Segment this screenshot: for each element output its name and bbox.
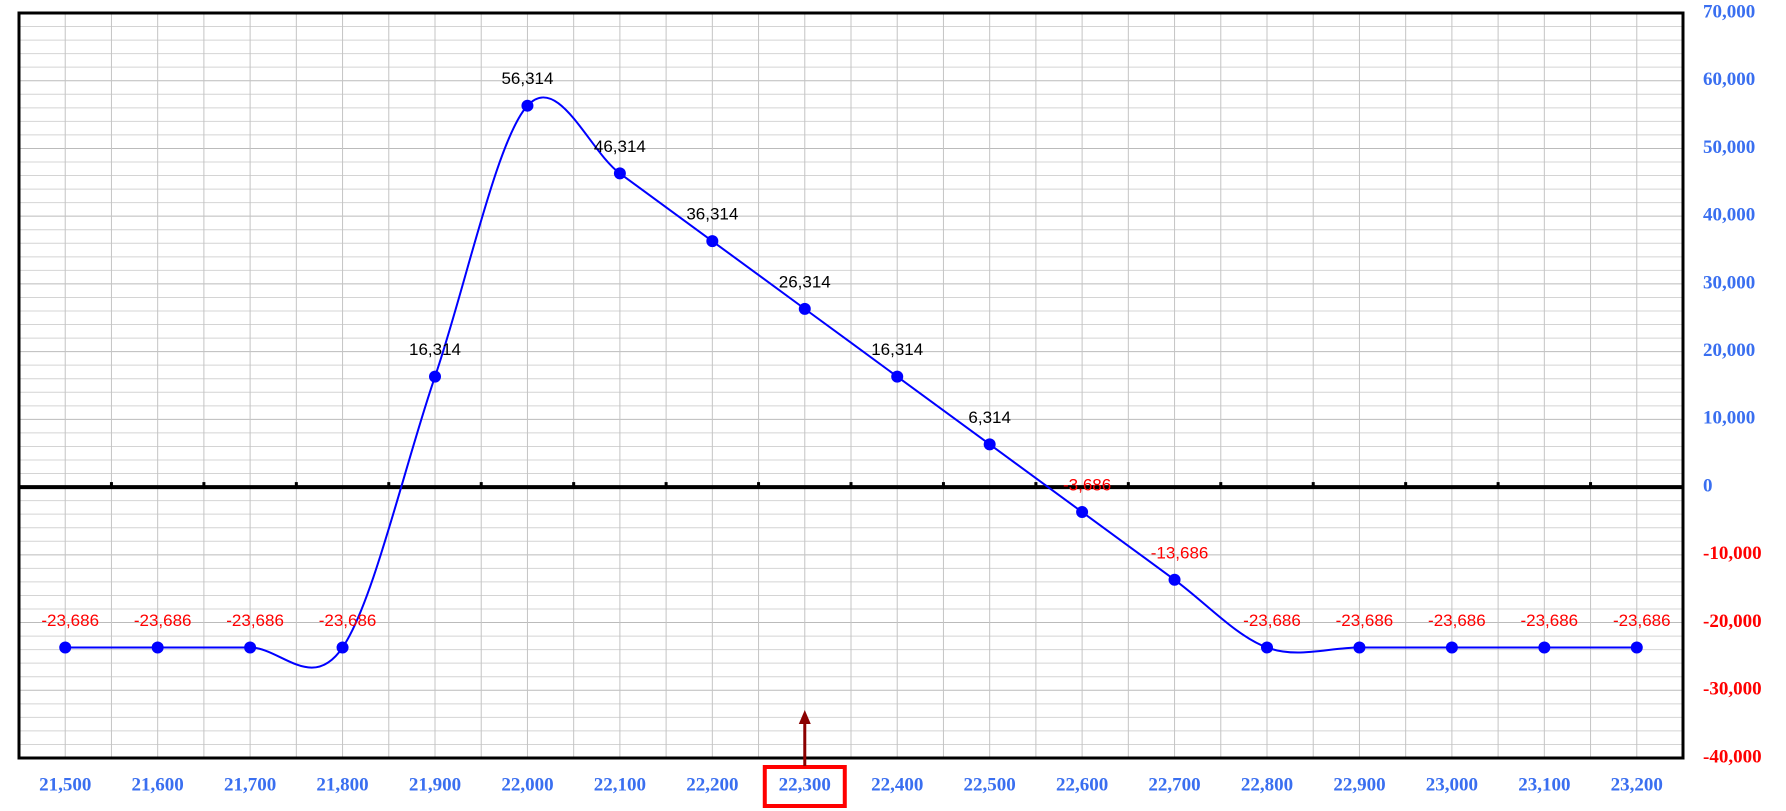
data-label: 46,314 — [594, 137, 646, 156]
x-tick-label: 21,600 — [132, 774, 184, 795]
data-label: -23,686 — [1336, 611, 1394, 630]
data-point — [613, 167, 626, 180]
x-tick-label: 21,700 — [224, 774, 276, 795]
x-tick-label: 22,000 — [501, 774, 553, 795]
x-tick-label: 22,800 — [1241, 774, 1293, 795]
x-tick-label: 21,800 — [316, 774, 368, 795]
y-tick-label: -10,000 — [1703, 543, 1762, 564]
data-label: -23,686 — [41, 611, 99, 630]
y-tick-label: 50,000 — [1703, 137, 1755, 158]
highlight-box — [762, 765, 847, 808]
data-point — [1445, 641, 1458, 654]
x-tick-label: 22,300 — [779, 774, 831, 795]
data-label: 26,314 — [779, 272, 831, 291]
y-tick-label: 60,000 — [1703, 69, 1755, 90]
data-point — [59, 641, 72, 654]
data-point — [1353, 641, 1366, 654]
y-tick-label: 40,000 — [1703, 205, 1755, 226]
highlight-arrow-head — [798, 710, 811, 724]
x-tick-label: 21,900 — [409, 774, 461, 795]
data-point — [336, 641, 349, 654]
data-point — [1261, 641, 1273, 654]
data-label: -23,686 — [226, 611, 284, 630]
y-tick-label: 0 — [1703, 475, 1713, 496]
x-tick-label: 22,100 — [594, 774, 646, 795]
data-point — [521, 99, 534, 112]
data-point — [151, 641, 164, 654]
data-point — [1630, 641, 1643, 654]
data-point — [244, 641, 257, 654]
x-tick-label: 23,200 — [1611, 774, 1663, 795]
data-label: -23,686 — [1613, 611, 1671, 630]
y-tick-label: 20,000 — [1703, 340, 1755, 361]
x-tick-label: 22,700 — [1148, 774, 1200, 795]
x-tick-label: 22,400 — [871, 774, 923, 795]
data-point — [706, 235, 719, 248]
data-point — [1076, 506, 1089, 519]
data-label: -23,686 — [1428, 611, 1486, 630]
data-point — [1168, 573, 1181, 586]
data-point — [983, 438, 996, 451]
data-point — [1538, 641, 1551, 654]
data-label: 16,314 — [871, 340, 923, 359]
y-tick-label: -40,000 — [1703, 746, 1762, 767]
y-tick-label: 10,000 — [1703, 408, 1755, 429]
y-tick-label: -30,000 — [1703, 679, 1762, 700]
data-label: -23,686 — [319, 611, 377, 630]
data-label: 56,314 — [501, 69, 553, 88]
y-tick-label: 30,000 — [1703, 272, 1755, 293]
data-point — [429, 370, 441, 383]
x-tick-label: 23,100 — [1518, 774, 1570, 795]
data-label: 6,314 — [968, 408, 1011, 427]
x-tick-label: 22,600 — [1056, 774, 1108, 795]
x-tick-label: 22,500 — [964, 774, 1016, 795]
x-tick-label: 22,200 — [686, 774, 738, 795]
x-tick-label: 22,900 — [1333, 774, 1385, 795]
data-point — [891, 370, 904, 383]
data-point — [798, 302, 811, 315]
data-label: -23,686 — [1520, 611, 1578, 630]
y-tick-label: -20,000 — [1703, 611, 1762, 632]
data-label: -13,686 — [1151, 543, 1209, 562]
x-tick-label: 21,500 — [39, 774, 91, 795]
data-label: -23,686 — [134, 611, 192, 630]
data-label: -23,686 — [1243, 611, 1301, 630]
data-label: -3,686 — [1063, 476, 1111, 495]
data-label: 36,314 — [686, 205, 738, 224]
x-tick-label: 23,000 — [1426, 774, 1478, 795]
y-tick-label: 70,000 — [1703, 1, 1755, 22]
plot-frame — [17, 11, 1685, 760]
data-label: 16,314 — [409, 340, 461, 359]
